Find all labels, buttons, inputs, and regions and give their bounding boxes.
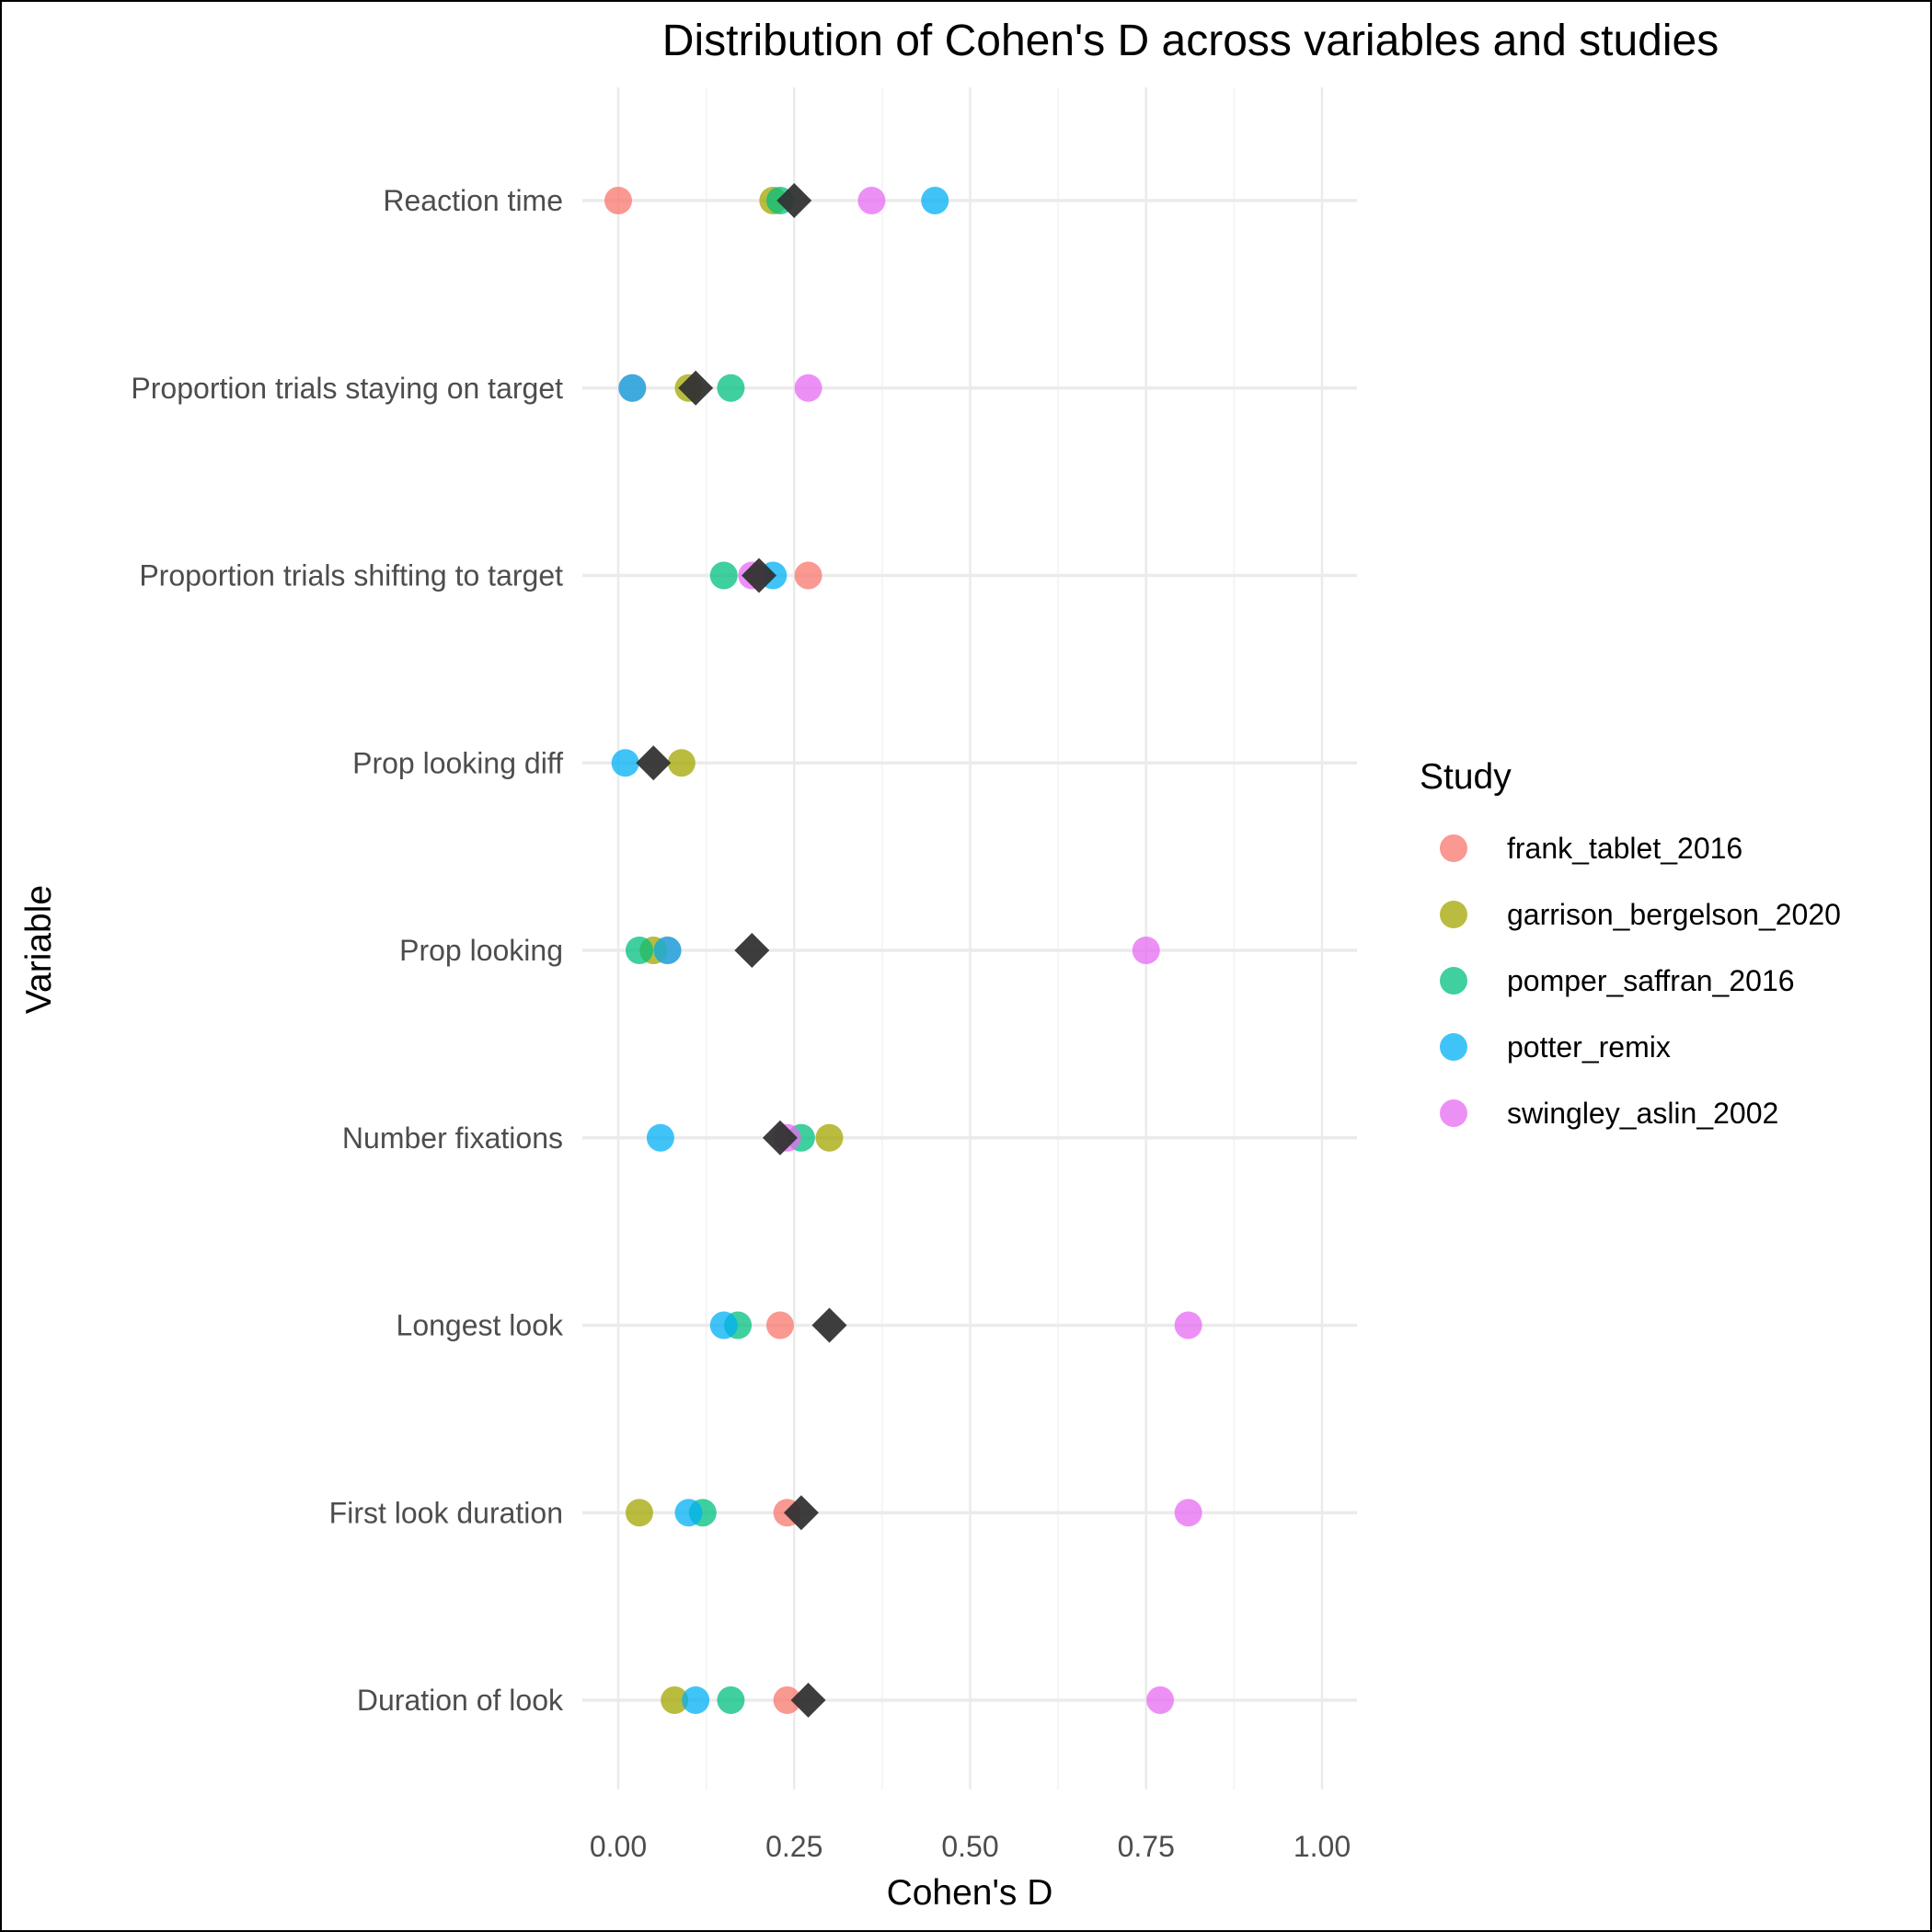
y-tick-label: Number fixations — [342, 1121, 563, 1155]
y-tick-label: Proportion trials staying on target — [131, 372, 563, 405]
study-point — [653, 937, 682, 964]
study-point — [1174, 1311, 1202, 1340]
y-tick-label: First look duration — [329, 1496, 563, 1529]
study-point — [674, 1499, 703, 1527]
x-axis-title: Cohen's D — [887, 1873, 1053, 1913]
legend-key — [1440, 1099, 1467, 1127]
tick-layer: 0.00 0.25 0.50 0.75 1.00 Reaction time Proport… — [131, 184, 1351, 1863]
study-point — [794, 374, 822, 402]
x-tick-label: 0.75 — [1118, 1830, 1175, 1863]
study-point — [618, 374, 647, 402]
mean-diamond — [762, 1120, 798, 1156]
legend-label: pomper_saffran_2016 — [1507, 964, 1795, 997]
chart-title: Distribution of Cohen's D across variabl… — [662, 17, 1719, 65]
mean-diamond — [776, 183, 812, 218]
legend-label: swingley_aslin_2002 — [1507, 1097, 1778, 1130]
mean-diamond — [678, 370, 714, 406]
study-point — [604, 187, 632, 214]
mean-diamond — [790, 1683, 826, 1718]
study-point — [682, 1686, 710, 1714]
legend-key — [1440, 834, 1467, 862]
grid-layer — [582, 87, 1357, 1789]
study-point — [765, 1311, 794, 1340]
legend-label: garrison_bergelson_2020 — [1507, 898, 1841, 931]
x-tick-label: 1.00 — [1294, 1830, 1351, 1863]
y-axis-title: Variable — [19, 885, 59, 1014]
y-tick-label: Longest look — [397, 1309, 564, 1342]
study-point — [815, 1123, 844, 1152]
mean-diamond — [742, 558, 776, 593]
study-point — [717, 374, 745, 402]
legend-title: Study — [1420, 757, 1512, 797]
legend: Study frank_tablet_2016 garrison_bergelso… — [1420, 757, 1841, 1130]
study-point — [646, 1123, 674, 1152]
mean-diamond — [811, 1307, 847, 1343]
legend-key — [1440, 967, 1467, 995]
x-tick-label: 0.50 — [941, 1830, 998, 1863]
study-point — [667, 749, 696, 777]
study-point — [794, 561, 822, 590]
study-point — [611, 749, 639, 777]
study-point — [1174, 1499, 1202, 1527]
study-point — [625, 1499, 653, 1527]
mean-diamond — [783, 1495, 819, 1531]
x-tick-label: 0.25 — [765, 1830, 822, 1863]
study-point — [661, 1686, 689, 1714]
study-point — [773, 1686, 801, 1714]
legend-key — [1440, 901, 1467, 928]
study-point — [709, 1311, 738, 1340]
study-point — [717, 1686, 745, 1714]
y-tick-label: Prop looking — [399, 934, 563, 967]
y-tick-label: Proportion trials shifting to target — [139, 559, 563, 592]
mean-diamond — [636, 745, 672, 781]
study-point — [709, 561, 738, 590]
study-point — [1132, 937, 1160, 964]
legend-key — [1440, 1033, 1467, 1061]
y-tick-label: Prop looking diff — [352, 746, 563, 779]
mean-diamond — [734, 933, 770, 968]
x-tick-label: 0.00 — [590, 1830, 647, 1863]
legend-label: potter_remix — [1507, 1030, 1671, 1064]
study-point — [1146, 1686, 1175, 1714]
y-tick-label: Reaction time — [383, 184, 563, 217]
legend-label: frank_tablet_2016 — [1507, 832, 1742, 865]
study-point — [857, 187, 886, 214]
study-point — [625, 937, 653, 964]
study-point — [921, 187, 949, 214]
y-tick-label: Duration of look — [357, 1684, 564, 1717]
mark-layer — [604, 183, 1202, 1718]
